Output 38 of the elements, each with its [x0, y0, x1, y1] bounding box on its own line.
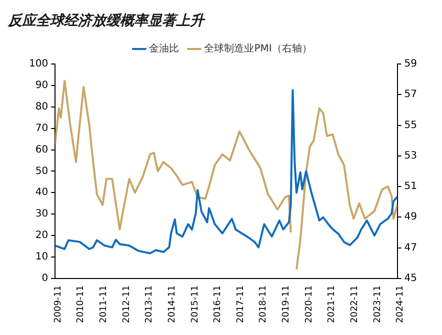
x-tick-label: 2011-11 [99, 285, 110, 324]
x-tick-label: 2012-11 [122, 285, 132, 324]
x-tick-label: 2017-11 [236, 285, 246, 324]
y-tick-label: 0 [42, 272, 48, 284]
y-tick-label: 10 [35, 252, 48, 263]
y-tick-label: 30 [35, 208, 48, 220]
y2-tick-label: 59 [404, 58, 418, 70]
x-tick-label: 2023-11 [372, 285, 383, 324]
x-tick-label: 2024-11 [396, 285, 406, 324]
legend-label: 全球制造业PMI（右轴） [204, 42, 312, 55]
x-tick-label: 2015-11 [190, 285, 200, 324]
y2-tick-label: 57 [404, 89, 418, 100]
y-tick-label: 60 [35, 144, 48, 156]
x-tick-label: 2010-11 [76, 285, 86, 324]
x-tick-label: 2014-11 [167, 285, 178, 324]
legend-label: 金油比 [149, 42, 180, 55]
y2-tick-label: 55 [404, 120, 418, 131]
y-tick-label: 70 [35, 122, 48, 134]
y2-tick-label: 49 [404, 212, 418, 223]
y2-tick-label: 47 [404, 242, 418, 254]
x-tick-label: 2020-11 [304, 285, 314, 324]
y-tick-label: 50 [35, 166, 48, 177]
x-tick-label: 2009-11 [53, 285, 64, 324]
x-tick-label: 2016-11 [213, 285, 224, 324]
y2-tick-label: 53 [404, 150, 418, 162]
y-tick-label: 90 [35, 80, 48, 92]
y-tick-label: 100 [28, 58, 48, 70]
y-tick-label: 40 [35, 187, 48, 198]
x-tick-label: 2013-11 [144, 285, 155, 324]
x-tick-label: 2022-11 [350, 285, 360, 324]
y2-tick-label: 45 [404, 272, 418, 284]
x-tick-label: 2019-11 [282, 285, 292, 324]
x-tick-label: 2021-11 [327, 285, 338, 324]
chart-title: 反应全球经济放缓概率显著上升 [8, 12, 206, 31]
y2-tick-label: 51 [404, 181, 418, 192]
y-tick-label: 80 [35, 101, 48, 112]
x-tick-label: 2018-11 [258, 285, 269, 324]
y-tick-label: 20 [35, 230, 48, 242]
